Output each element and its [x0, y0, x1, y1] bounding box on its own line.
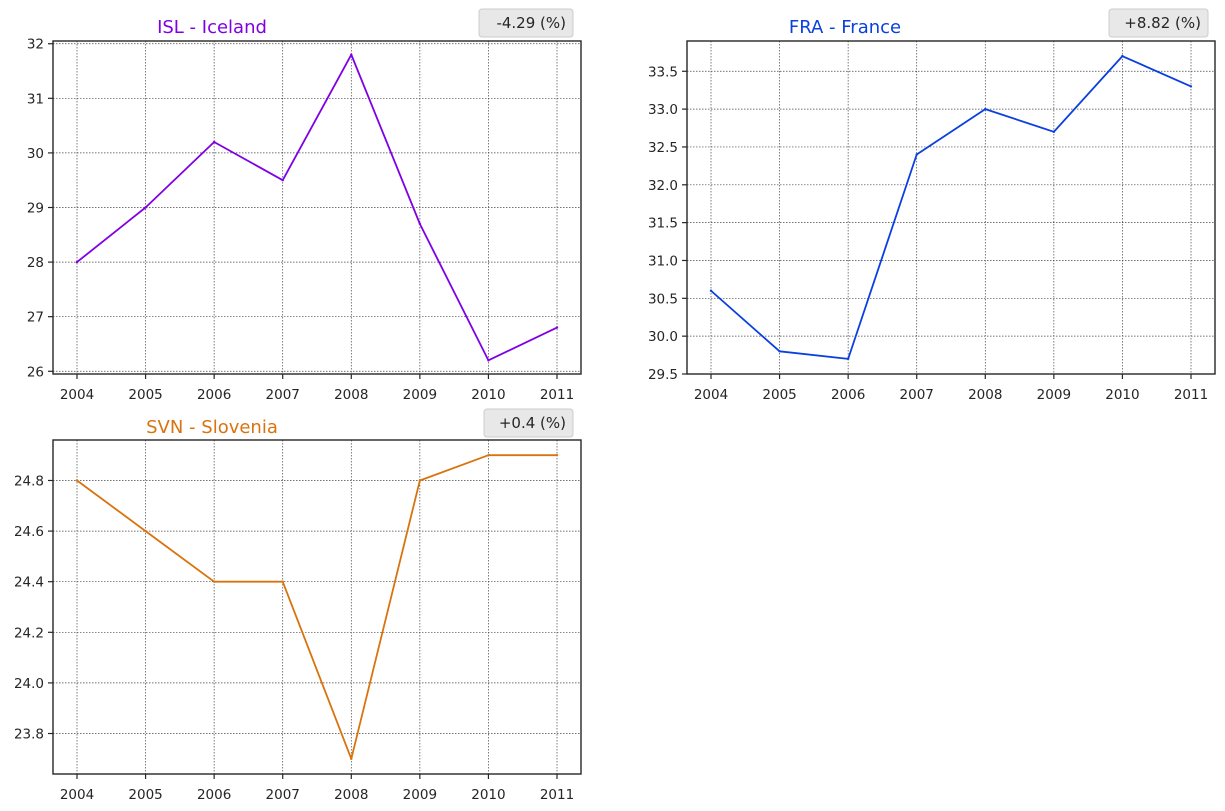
y-tick-label: 24.6 [14, 524, 44, 540]
y-tick-label: 27 [27, 310, 44, 326]
x-tick-label: 2010 [471, 787, 505, 803]
x-tick-label: 2010 [471, 387, 505, 403]
data-point [75, 260, 79, 264]
data-point [487, 453, 490, 457]
chart-panel-1: 2004 2005 2006 2007 2008 2009 2010 2011 26 27 28 29… [27, 8, 582, 403]
change-badge-text: +0.4 (%) [499, 414, 566, 432]
chart-title: FRA - France [789, 17, 901, 38]
data-point [75, 479, 79, 482]
x-tick-label: 2009 [1037, 387, 1071, 403]
y-tick-label: 32.5 [648, 140, 678, 156]
x-tick-label: 2011 [540, 787, 574, 803]
y-tick-label: 31.5 [648, 216, 678, 232]
y-tick-label: 29.5 [648, 367, 678, 383]
x-tick-label: 2004 [60, 787, 94, 803]
chart-title: ISL - Iceland [157, 17, 267, 38]
data-point [915, 153, 918, 156]
data-point [846, 357, 850, 361]
x-tick-label: 2005 [128, 787, 162, 803]
x-tick-label: 2009 [403, 787, 437, 803]
series-line [76, 454, 557, 760]
x-tick-label: 2008 [334, 787, 368, 803]
y-tick-label: 24.2 [14, 625, 44, 641]
plot-frame [52, 439, 582, 775]
y-tick-label: 32.0 [648, 178, 678, 194]
x-tick-label: 2008 [334, 387, 368, 403]
chart-panel-2: 2004 2005 2006 2007 2008 2009 2010 2011 29.5 30.0… [648, 8, 1216, 403]
y-tick-label: 24.8 [14, 473, 44, 489]
x-tick-label: 2006 [197, 387, 231, 403]
x-tick-label: 2004 [694, 387, 728, 403]
data-point [212, 580, 216, 583]
x-tick-label: 2010 [1105, 387, 1139, 403]
y-tick-label: 32 [27, 37, 44, 53]
data-point [778, 350, 781, 353]
data-point [1189, 85, 1193, 88]
x-tick-label: 2007 [266, 387, 300, 403]
y-tick-label: 29 [27, 201, 44, 217]
data-point [418, 479, 422, 482]
x-tick-label: 2007 [900, 387, 934, 403]
change-badge [483, 408, 574, 438]
series-line [710, 55, 1192, 360]
x-tick-label: 2008 [968, 387, 1002, 403]
data-point [984, 107, 987, 111]
x-tick-label: 2006 [831, 387, 865, 403]
data-point [350, 53, 353, 56]
change-badge-text: -4.29 (%) [496, 14, 566, 32]
change-badge [1108, 8, 1209, 38]
data-point [281, 179, 284, 182]
y-tick-label: 30 [27, 146, 44, 162]
series-line [76, 53, 558, 362]
x-tick-label: 2011 [540, 387, 574, 403]
x-tick-label: 2005 [128, 387, 162, 403]
data-point [555, 326, 559, 329]
y-tick-label: 24.0 [14, 676, 44, 692]
data-point [144, 206, 147, 209]
x-tick-label: 2011 [1174, 387, 1208, 403]
y-tick-label: 31 [27, 91, 44, 107]
y-tick-label: 30.5 [648, 291, 678, 307]
x-tick-label: 2005 [762, 387, 796, 403]
x-tick-label: 2007 [266, 787, 300, 803]
change-badge-text: +8.82 (%) [1124, 14, 1201, 32]
chart-title: SVN - Slovenia [146, 417, 278, 438]
y-tick-label: 30.0 [648, 329, 678, 345]
y-tick-label: 33.5 [648, 64, 678, 80]
x-tick-label: 2006 [197, 787, 231, 803]
data-point [1121, 54, 1124, 58]
data-point [281, 580, 284, 583]
data-point [487, 359, 490, 362]
y-tick-label: 31.0 [648, 253, 678, 269]
data-point [212, 140, 216, 144]
x-tick-label: 2009 [403, 387, 437, 403]
plot-frame [686, 40, 1216, 375]
x-tick-label: 2004 [60, 387, 94, 403]
data-point [144, 529, 147, 533]
data-point [1052, 130, 1056, 134]
data-point [418, 222, 422, 226]
data-point [350, 757, 353, 761]
data-point [709, 289, 713, 292]
y-tick-label: 23.8 [14, 727, 44, 743]
change-badge [478, 8, 574, 38]
y-tick-label: 24.4 [14, 575, 44, 591]
y-tick-label: 33.0 [648, 102, 678, 118]
y-tick-label: 26 [27, 364, 44, 380]
data-point [555, 453, 559, 457]
y-tick-label: 28 [27, 255, 44, 271]
chart-panel-3: 2004 2005 2006 2007 2008 2009 2010 2011 23.8 24.0… [14, 408, 582, 803]
